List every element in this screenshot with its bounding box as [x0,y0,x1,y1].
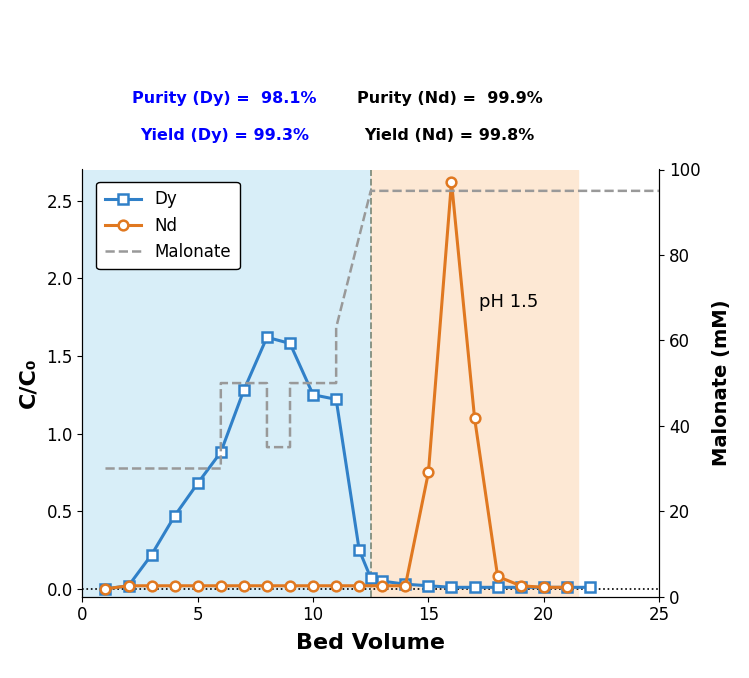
Dy [586,583,595,591]
Nd [216,582,225,590]
Dy [355,546,364,554]
Dy [309,391,318,399]
Dy [262,333,271,341]
Y-axis label: Malonate (mM): Malonate (mM) [712,300,730,466]
Dy [539,583,548,591]
Nd [147,582,156,590]
Nd [355,582,364,590]
Nd [562,583,571,591]
Nd [493,572,502,580]
Dy [366,574,375,582]
Dy [216,448,225,456]
Nd [377,582,386,590]
Dy [493,583,502,591]
X-axis label: Bed Volume: Bed Volume [297,633,445,653]
Nd [124,582,133,590]
Text: Yield (Nd) = 99.8%: Yield (Nd) = 99.8% [364,128,535,143]
Text: Purity (Dy) =  98.1%: Purity (Dy) = 98.1% [133,91,317,106]
Dy [170,512,179,520]
Dy [516,583,525,591]
Dy [447,583,456,591]
Dy [562,583,571,591]
Text: pH 1.5: pH 1.5 [479,292,539,311]
Text: Yield (Dy) = 99.3%: Yield (Dy) = 99.3% [140,128,309,143]
Dy [377,577,386,585]
Dy [401,580,410,589]
Legend: Dy, Nd, Malonate: Dy, Nd, Malonate [97,182,240,269]
Dy [101,585,110,593]
Bar [82,170,371,597]
Nd [424,468,433,477]
Nd [170,582,179,590]
Dy [193,479,202,487]
Dy [124,582,133,590]
Line: Dy: Dy [100,332,595,594]
Nd [539,583,548,591]
Y-axis label: C/C₀: C/C₀ [18,358,38,408]
Nd [470,414,479,422]
Dy [424,582,433,590]
Dy [240,386,249,394]
Line: Nd: Nd [100,177,571,594]
Nd [309,582,318,590]
Nd [285,582,294,590]
Dy [332,395,341,403]
Text: Purity (Nd) =  99.9%: Purity (Nd) = 99.9% [357,91,542,106]
Nd [447,178,456,186]
Nd [101,585,110,593]
Bar [371,170,578,597]
Dy [285,340,294,348]
Nd [193,582,202,590]
Dy [147,551,156,559]
Nd [332,582,341,590]
Dy [470,583,479,591]
Nd [240,582,249,590]
Nd [401,582,410,590]
Nd [262,582,271,590]
Nd [516,582,525,590]
